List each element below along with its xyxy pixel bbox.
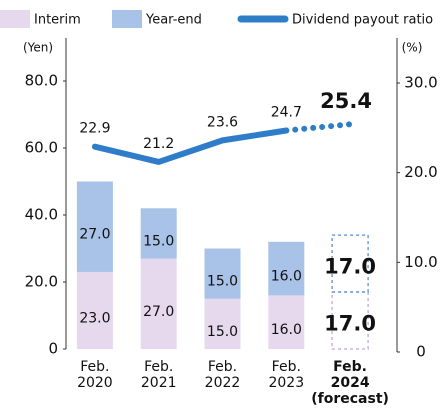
bar <box>204 298 241 349</box>
y-tick-label: 60.0 <box>25 139 58 157</box>
x-tick-label: Feb. 2023 <box>268 359 304 391</box>
bar <box>140 258 177 349</box>
bar-value-label: 17.0 <box>324 312 376 336</box>
x-tick-label: Feb. 2020 <box>77 359 113 391</box>
legend-label: Interim <box>34 13 81 28</box>
bar <box>76 271 113 349</box>
x-tick-label: Feb. 2022 <box>205 359 241 391</box>
legend-swatch <box>0 10 30 28</box>
bar-value-label: 27.0 <box>79 227 110 243</box>
bar <box>268 241 305 296</box>
legend-label: Year-end <box>145 13 202 28</box>
x-tick-label: Feb. 2024 (forecast) <box>311 359 389 407</box>
bar <box>268 295 305 349</box>
bar-value-label: 16.0 <box>271 322 302 338</box>
line <box>91 127 290 165</box>
y-tick-label: 0 <box>48 340 58 358</box>
y-tick-label: 80.0 <box>25 72 58 90</box>
bar <box>76 181 113 272</box>
bar <box>204 248 241 299</box>
line-value-label: 22.9 <box>79 121 110 137</box>
bar-value-label: 15.0 <box>143 233 174 249</box>
y-tick-label: 40.0 <box>25 206 58 224</box>
line-forecast <box>283 121 354 134</box>
y2-axis-title: (%) <box>402 41 423 55</box>
bar-value-label: 17.0 <box>324 255 376 279</box>
legend-label: Dividend payout ratio <box>292 13 433 28</box>
bar-value-label: 23.0 <box>79 310 110 326</box>
bar-value-label: 15.0 <box>207 324 238 340</box>
y2-tick-label: 0 <box>416 343 426 361</box>
bar-value-label: 27.0 <box>143 304 174 320</box>
bar <box>140 208 177 259</box>
y-axis-title: (Yen) <box>23 41 53 55</box>
bar-value-label: 16.0 <box>271 269 302 285</box>
line-value-label: 23.6 <box>207 114 238 130</box>
bar-forecast <box>331 234 369 293</box>
y2-tick-label: 10.0 <box>404 253 437 271</box>
y-tick-label: 20.0 <box>25 273 58 291</box>
legend-swatch <box>112 10 142 28</box>
line-value-label: 25.4 <box>320 89 372 113</box>
y2-tick-label: 30.0 <box>404 74 437 92</box>
line-value-label: 21.2 <box>143 136 174 152</box>
bar-value-label: 15.0 <box>207 274 238 290</box>
x-tick-label: Feb. 2021 <box>141 359 177 391</box>
y2-tick-label: 20.0 <box>404 163 437 181</box>
line-value-label: 24.7 <box>271 105 302 121</box>
